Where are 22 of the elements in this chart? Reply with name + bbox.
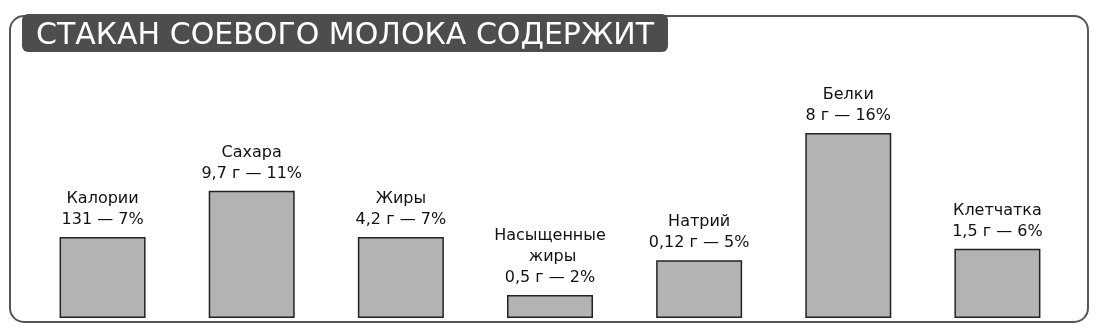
x-tick-label: Калории xyxy=(66,188,139,208)
bar xyxy=(208,190,295,318)
data-label: 131 — 7% xyxy=(61,209,144,229)
chart-title: СТАКАН СОЕВОГО МОЛОКА СОДЕРЖИТ xyxy=(36,15,655,51)
bar xyxy=(507,294,593,318)
data-label: 8 г — 16% xyxy=(805,105,891,124)
x-tick-label: Натрий xyxy=(668,211,731,231)
x-tick-label: Белки xyxy=(822,84,874,103)
x-tick-label: Сахара xyxy=(221,141,282,161)
data-label: 0,12 г — 5% xyxy=(648,232,750,252)
bar xyxy=(59,237,146,318)
bar xyxy=(656,260,743,318)
bar xyxy=(357,237,444,318)
x-tick-label: Клетчатка xyxy=(953,199,1042,219)
data-label: 4,2 г — 7% xyxy=(355,209,447,229)
x-tick-label: Жиры xyxy=(375,188,427,208)
bar xyxy=(954,248,1041,318)
x-tick-label: Насыщенные жиры xyxy=(494,224,606,265)
bar xyxy=(805,133,892,318)
data-label: 9,7 г — 11% xyxy=(201,162,303,182)
data-label: 1,5 г — 6% xyxy=(952,220,1043,240)
data-label: 0,5 г — 2% xyxy=(504,266,596,286)
